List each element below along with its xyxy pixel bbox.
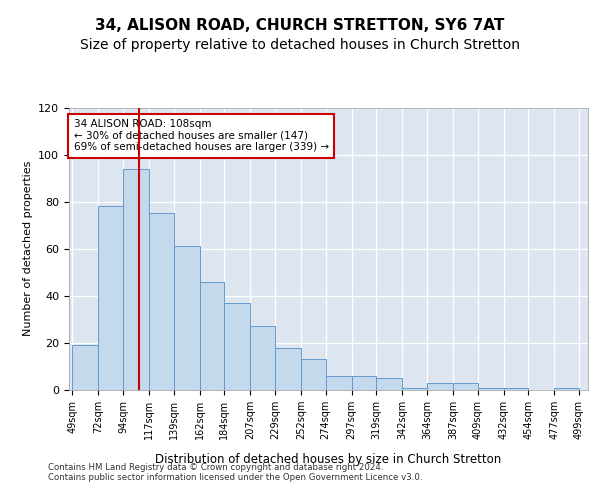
Y-axis label: Number of detached properties: Number of detached properties — [23, 161, 32, 336]
Bar — [224, 303, 250, 390]
Bar — [402, 388, 427, 390]
Bar — [352, 376, 376, 390]
Text: Size of property relative to detached houses in Church Stretton: Size of property relative to detached ho… — [80, 38, 520, 52]
Bar — [453, 383, 478, 390]
Bar — [427, 383, 453, 390]
Text: 34, ALISON ROAD, CHURCH STRETTON, SY6 7AT: 34, ALISON ROAD, CHURCH STRETTON, SY6 7A… — [95, 18, 505, 32]
Bar — [301, 360, 326, 390]
Text: 34 ALISON ROAD: 108sqm
← 30% of detached houses are smaller (147)
69% of semi-de: 34 ALISON ROAD: 108sqm ← 30% of detached… — [74, 120, 329, 152]
Bar — [98, 206, 123, 390]
Bar — [123, 168, 149, 390]
Bar — [554, 388, 579, 390]
Bar — [376, 378, 402, 390]
Bar — [275, 348, 301, 390]
Bar — [200, 282, 224, 390]
Bar — [250, 326, 275, 390]
Bar — [174, 246, 200, 390]
Bar — [326, 376, 352, 390]
Bar — [503, 388, 529, 390]
X-axis label: Distribution of detached houses by size in Church Stretton: Distribution of detached houses by size … — [155, 453, 502, 466]
Bar — [478, 388, 503, 390]
Bar — [149, 214, 174, 390]
Text: Contains HM Land Registry data © Crown copyright and database right 2024.
Contai: Contains HM Land Registry data © Crown c… — [48, 462, 422, 482]
Bar — [73, 346, 98, 390]
